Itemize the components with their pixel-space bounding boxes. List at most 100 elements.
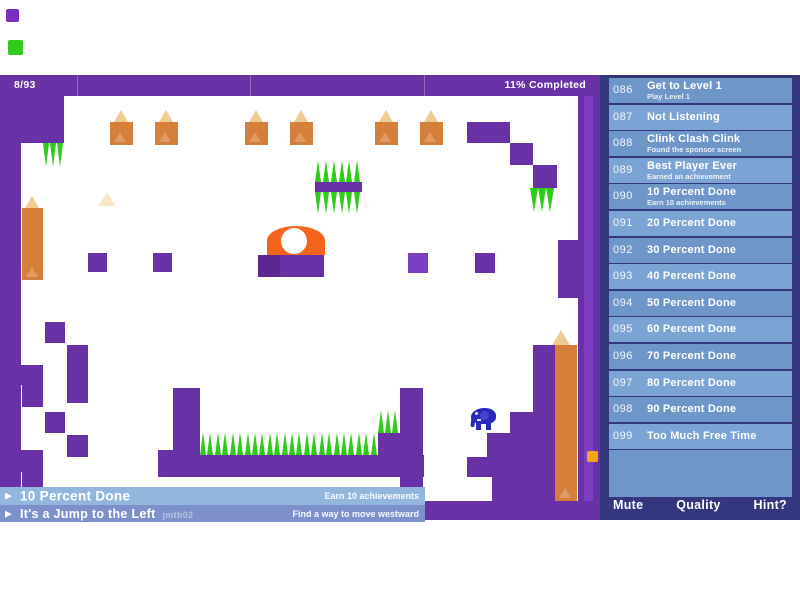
game-block	[0, 365, 43, 385]
spike-down	[338, 192, 345, 214]
achievement-desc: Found the sponsor screen	[647, 145, 742, 155]
achievement-row: 098 90 Percent Done	[609, 397, 792, 423]
achievement-banner: ▶ 10 Percent Done Earn 10 achievements	[0, 487, 425, 505]
panel-footer: Mute Quality Hint?	[600, 492, 800, 518]
spike-up	[274, 432, 281, 455]
spike-up	[266, 432, 273, 455]
achievement-row: 091 20 Percent Done	[609, 211, 792, 236]
game-block	[423, 501, 600, 520]
sand-triangle-icon	[552, 330, 570, 345]
spike-up	[289, 432, 295, 455]
quality-button[interactable]: Quality	[676, 498, 721, 512]
achievement-row: 086 Get to Level 1 Play Level 1	[609, 78, 792, 103]
achievement-number: 095	[613, 323, 633, 336]
level-author: jmtb02	[162, 509, 194, 520]
achievement-desc: Earned an achievement	[647, 171, 731, 181]
spike-up	[318, 432, 325, 455]
game-block	[408, 253, 428, 273]
achievement-number: 090	[613, 190, 633, 203]
achievement-row: 088 Clink Clash Clink Found the sponsor sc…	[609, 131, 792, 157]
game-block	[22, 472, 43, 487]
progress-separator	[77, 75, 78, 96]
achievement-title: Get to Level 1	[647, 80, 722, 92]
achievement-empty-slot	[609, 450, 792, 497]
elephant-ear	[480, 411, 489, 420]
spike-down	[330, 192, 337, 214]
spike-up	[330, 160, 337, 182]
achievement-number: 094	[613, 296, 633, 309]
spike-up	[237, 432, 244, 455]
achievement-title: 50 Percent Done	[647, 296, 737, 309]
game-block	[378, 433, 400, 457]
game-block	[467, 122, 510, 143]
spike-up	[348, 432, 355, 455]
spike-up	[355, 432, 362, 455]
game-block	[173, 388, 200, 457]
achievement-banner-desc: Earn 10 achievements	[324, 491, 419, 501]
spike-down	[57, 143, 63, 167]
play-arrow-icon: ▶	[5, 508, 12, 518]
achievement-row: 093 40 Percent Done	[609, 264, 792, 290]
exit-token	[587, 451, 598, 462]
spike-down	[538, 188, 546, 212]
sand-triangle-icon	[25, 196, 39, 208]
completion-percent: 11% Completed	[504, 79, 586, 91]
game-block	[555, 345, 577, 501]
game-block	[315, 182, 362, 192]
spike-up	[370, 432, 377, 455]
spike-up	[311, 432, 318, 455]
spike-up	[200, 432, 206, 455]
game-block	[158, 455, 424, 477]
mute-button[interactable]: Mute	[613, 498, 644, 512]
achievement-number: 091	[613, 217, 633, 229]
sand-triangle-icon	[159, 110, 173, 122]
spike-up	[378, 410, 384, 433]
achievement-title: 20 Percent Done	[647, 217, 737, 229]
spike-down	[43, 143, 49, 167]
achievement-row: 095 60 Percent Done	[609, 317, 792, 343]
game-block	[467, 457, 492, 477]
spike-up	[340, 432, 347, 455]
deco-square	[8, 40, 23, 55]
game-area[interactable]: 8/93 11% Completed	[0, 75, 600, 520]
achievement-number: 098	[613, 403, 633, 416]
game-block	[492, 477, 533, 501]
game-block	[510, 143, 533, 165]
spike-up	[259, 432, 266, 455]
game-block	[533, 345, 555, 520]
sand-triangle-icon	[249, 110, 263, 122]
achievement-row: 099 Too Much Free Time	[609, 423, 792, 449]
achievements-panel: 086 Get to Level 1 Play Level 1 087 Not List…	[600, 75, 800, 520]
game-block	[153, 253, 172, 272]
spike-up	[303, 432, 310, 455]
spike-up	[296, 432, 303, 455]
spike-down	[530, 188, 538, 212]
game-block	[258, 255, 280, 277]
game-block	[45, 412, 65, 433]
spike-up	[214, 432, 221, 455]
achievement-counter: 8/93	[14, 79, 36, 91]
play-arrow-icon: ▶	[5, 490, 12, 501]
hint-button[interactable]: Hint?	[753, 498, 787, 512]
game-block	[533, 165, 557, 188]
deco-square	[6, 9, 19, 22]
achievement-row: 090 10 Percent Done Earn 10 achievements	[609, 184, 792, 210]
spike-up	[281, 432, 288, 455]
achievement-list: 086 Get to Level 1 Play Level 1 087 Not List…	[600, 75, 800, 520]
elephant-leg1	[476, 422, 481, 430]
sand-triangle-icon	[98, 192, 116, 206]
achievement-title: 40 Percent Done	[647, 270, 737, 283]
elephant-trunk	[470, 415, 476, 428]
game-block	[21, 96, 64, 143]
game-block	[245, 122, 268, 145]
achievement-title: 10 Percent Done	[647, 186, 737, 199]
achievement-title: 60 Percent Done	[647, 323, 737, 336]
game-block	[110, 122, 133, 145]
game-block	[375, 122, 398, 145]
achievement-title: 80 Percent Done	[647, 376, 737, 389]
spike-up	[222, 432, 229, 455]
spike-up	[315, 160, 321, 182]
achievement-banner-title: 10 Percent Done	[20, 488, 131, 504]
spike-up	[322, 160, 329, 182]
game-block	[67, 345, 88, 403]
